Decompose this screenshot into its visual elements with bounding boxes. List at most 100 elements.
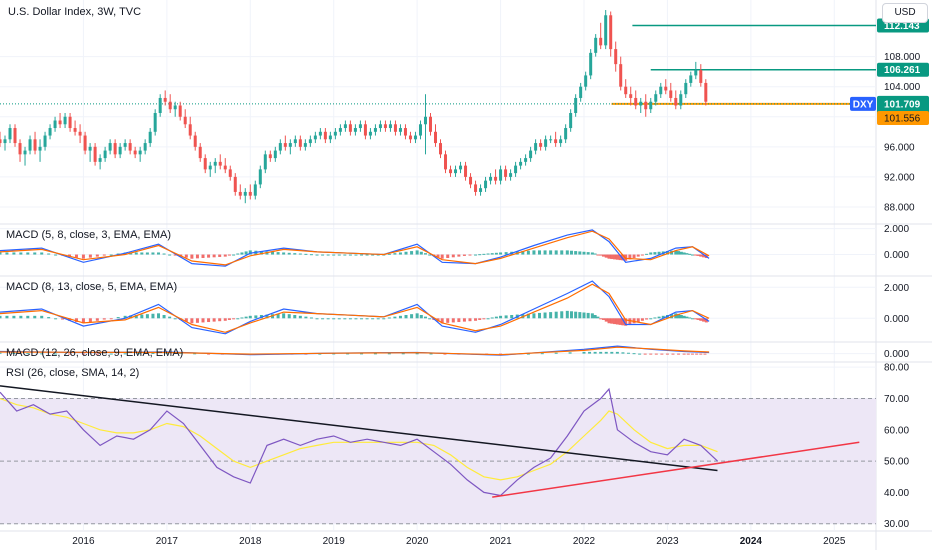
- macd-histogram-bar: [195, 318, 199, 323]
- macd-histogram-bar: [604, 318, 608, 322]
- macd-histogram-bar: [628, 318, 632, 325]
- candle-body: [18, 143, 22, 155]
- macd-histogram-bar: [33, 252, 37, 255]
- macd-histogram-bar: [81, 353, 85, 355]
- y-tick-label: 88.000: [884, 202, 915, 213]
- macd-histogram-bar: [462, 318, 466, 322]
- candle-body: [559, 139, 563, 144]
- macd-histogram-bar: [348, 318, 352, 320]
- candle-body: [123, 143, 127, 147]
- candle-body: [178, 105, 182, 117]
- macd-histogram-bar: [653, 317, 657, 319]
- macd-histogram-bar: [173, 254, 177, 256]
- macd-histogram-bar: [636, 254, 640, 257]
- macd-histogram-bar: [682, 315, 686, 319]
- macd-histogram-bar: [628, 254, 632, 260]
- macd-histogram-bar: [227, 254, 231, 256]
- macd-histogram-bar: [649, 353, 653, 355]
- macd-histogram-bar: [236, 318, 240, 320]
- macd-histogram-bar: [223, 254, 227, 257]
- macd-histogram-bar: [81, 254, 85, 259]
- macd-histogram-bar: [569, 311, 573, 319]
- candle-body: [28, 139, 32, 151]
- macd-histogram-bar: [610, 351, 614, 354]
- macd-histogram-bar: [538, 312, 542, 319]
- macd-histogram-bar: [5, 315, 9, 319]
- macd-histogram-bar: [387, 253, 391, 255]
- candle-body: [433, 131, 437, 144]
- macd-histogram-bar: [293, 314, 297, 319]
- macd-histogram-bar: [665, 251, 669, 255]
- macd-histogram-bar: [5, 252, 9, 255]
- macd-histogram-bar: [654, 353, 658, 355]
- macd-histogram-bar: [468, 254, 472, 256]
- macd-histogram-bar: [360, 318, 364, 320]
- candle-body: [0, 139, 2, 144]
- macd-histogram-bar: [326, 318, 330, 320]
- macd-histogram-bar: [40, 315, 44, 319]
- macd-histogram-bar: [287, 314, 291, 319]
- macd-histogram-bar: [218, 318, 222, 322]
- macd-histogram-bar: [693, 318, 697, 320]
- macd-histogram-bar: [140, 314, 144, 319]
- candle-body: [183, 116, 187, 125]
- macd-histogram-bar: [54, 318, 58, 320]
- macd-histogram-bar: [613, 254, 617, 260]
- rsi-line: [0, 387, 718, 497]
- macd-histogram-bar: [195, 254, 199, 259]
- macd-histogram-bar: [68, 353, 72, 355]
- currency-button[interactable]: USD: [882, 3, 928, 23]
- macd-histogram-bar: [0, 352, 2, 354]
- macd-histogram-bar: [474, 318, 478, 321]
- macd-histogram-bar: [440, 254, 444, 259]
- candle-body: [489, 176, 493, 181]
- candle-body: [704, 82, 708, 102]
- macd-line: [0, 280, 710, 335]
- candle-body: [398, 128, 402, 132]
- macd-histogram-bar: [685, 316, 689, 319]
- candle-body: [103, 150, 107, 159]
- macd-histogram-bar: [410, 251, 414, 255]
- macd-histogram-bar: [212, 254, 216, 258]
- macd-histogram-bar: [593, 253, 597, 255]
- macd-histogram-bar: [102, 318, 106, 320]
- macd-histogram-bar: [688, 317, 692, 319]
- candle-body: [484, 180, 488, 189]
- candle-body: [253, 184, 257, 196]
- candle-body: [544, 139, 548, 147]
- macd-histogram-bar: [593, 314, 597, 319]
- macd-histogram-bar: [499, 315, 503, 319]
- macd-histogram-bar: [490, 317, 494, 319]
- candle-body: [609, 15, 613, 50]
- macd-histogram-bar: [549, 250, 553, 255]
- macd-histogram-bar: [287, 252, 291, 255]
- macd-histogram-bar: [615, 351, 619, 354]
- macd-histogram-bar: [554, 311, 558, 319]
- candle-body: [343, 124, 347, 129]
- candle-body: [243, 191, 247, 196]
- x-tick-label: 2017: [156, 536, 179, 547]
- macd-histogram-bar: [578, 312, 582, 319]
- macd-histogram-bar: [478, 254, 482, 256]
- macd-histogram-bar: [360, 353, 364, 355]
- macd-histogram-bar: [590, 313, 594, 319]
- x-tick-label: 2021: [489, 536, 512, 547]
- candle-body: [293, 139, 297, 144]
- macd-histogram-bar: [532, 313, 536, 319]
- y-tick-label: 2.000: [884, 224, 909, 235]
- macd-histogram-bar: [371, 254, 375, 256]
- macd-histogram-bar: [693, 254, 697, 256]
- macd-histogram-bar: [145, 252, 149, 255]
- macd-histogram-bar: [607, 318, 611, 324]
- macd-histogram-bar: [574, 311, 578, 319]
- candle-body: [13, 128, 17, 144]
- candle-body: [278, 143, 282, 151]
- level-price-label: 106.261: [884, 65, 921, 76]
- candle-body: [514, 165, 518, 174]
- candle-body: [428, 116, 432, 132]
- macd-histogram-bar: [179, 353, 183, 355]
- candle-body: [138, 150, 142, 155]
- candle-body: [649, 101, 653, 110]
- x-tick-label: 2022: [573, 536, 596, 547]
